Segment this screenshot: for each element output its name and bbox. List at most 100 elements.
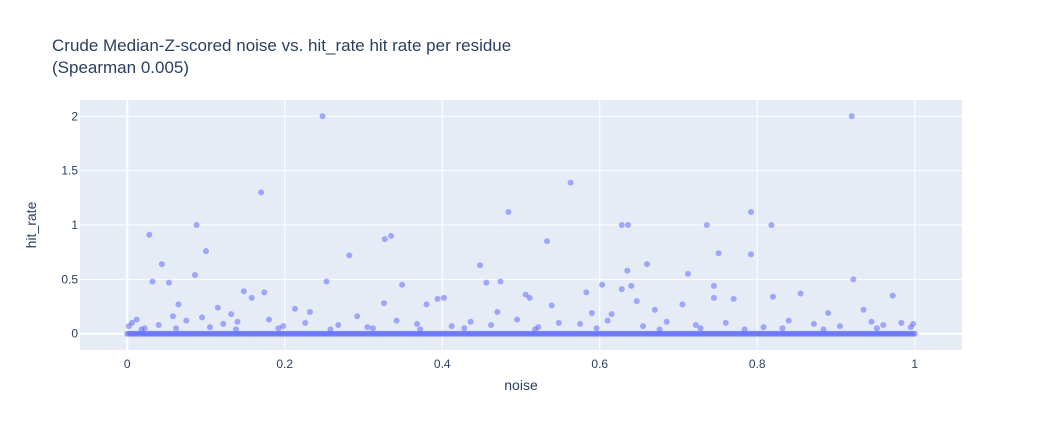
scatter-point xyxy=(715,250,722,257)
scatter-point xyxy=(220,320,227,327)
scatter-point xyxy=(266,316,272,323)
scatter-point xyxy=(214,304,221,311)
scatter-point xyxy=(624,267,631,274)
scatter-point xyxy=(640,323,647,330)
scatter-point xyxy=(692,322,699,328)
scatter-point xyxy=(747,251,754,258)
scatter-point xyxy=(633,298,640,305)
scatter-point xyxy=(836,323,843,330)
scatter-point xyxy=(158,261,165,268)
tick-labels: 0 0.2 0.4 0.6 0.8 1 0 0.5 1 1.5 2 xyxy=(61,109,918,371)
scatter-point xyxy=(880,322,887,328)
scatter-point xyxy=(526,294,533,301)
scatter-point xyxy=(644,261,650,268)
scatter-point xyxy=(169,313,176,320)
scatter-point xyxy=(873,325,880,332)
scatter-point xyxy=(593,325,600,332)
scatter-point xyxy=(810,320,817,327)
x-tick-label: 1 xyxy=(911,357,918,371)
scatter-point xyxy=(898,319,905,326)
scatter-point xyxy=(497,278,504,285)
scatter-point xyxy=(868,318,875,325)
scatter-point xyxy=(381,236,388,243)
scatter-point xyxy=(588,310,595,317)
scatter-point xyxy=(388,232,395,239)
scatter-point xyxy=(335,322,342,328)
scatter-point xyxy=(354,313,361,320)
chart-title: Crude Median-Z-scored noise vs. hit_rate… xyxy=(52,36,511,55)
scatter-point xyxy=(703,222,710,228)
x-tick-label: 0.2 xyxy=(276,357,293,371)
scatter-point xyxy=(770,293,776,300)
scatter-point xyxy=(710,294,717,301)
scatter-point xyxy=(825,310,832,317)
scatter-point xyxy=(173,325,180,332)
scatter-point xyxy=(149,278,156,285)
scatter-point xyxy=(548,302,555,309)
scatter-point xyxy=(234,318,241,325)
scatter-point xyxy=(461,325,468,332)
scatter-point xyxy=(199,314,206,321)
scatter-point xyxy=(651,306,658,313)
scatter-point xyxy=(193,222,200,228)
scatter-point xyxy=(258,189,265,196)
scatter-point xyxy=(889,292,896,299)
scatter-point xyxy=(768,222,775,228)
scatter-point xyxy=(494,308,501,315)
scatter-point xyxy=(291,305,298,312)
scatter-point xyxy=(604,317,611,324)
scatter-point xyxy=(608,311,615,318)
scatter-point xyxy=(240,288,247,295)
scatter-point xyxy=(369,325,376,332)
scatter-point xyxy=(583,289,590,296)
x-axis-label: noise xyxy=(504,377,538,393)
scatter-point xyxy=(183,317,190,324)
scatter-point xyxy=(663,318,670,325)
scatter-point xyxy=(440,294,447,301)
scatter-point xyxy=(722,319,729,326)
scatter-point xyxy=(488,322,495,328)
scatter-point xyxy=(128,319,135,326)
scatter-point xyxy=(785,317,792,324)
scatter-point xyxy=(155,322,162,328)
scatter-point xyxy=(280,323,287,330)
scatter-point xyxy=(302,319,309,326)
scatter-point xyxy=(730,295,737,302)
scatter-point xyxy=(679,301,686,308)
scatter-point xyxy=(697,325,704,332)
scatter-point xyxy=(175,301,182,308)
y-tick-label: 1 xyxy=(71,218,78,232)
scatter-point xyxy=(477,262,484,269)
scatter-point xyxy=(505,208,512,215)
chart-subtitle: (Spearman 0.005) xyxy=(52,58,189,77)
scatter-point xyxy=(848,113,855,120)
scatter-point xyxy=(275,325,282,332)
scatter-point xyxy=(543,238,550,245)
scatter-point xyxy=(380,300,387,307)
scatter-point xyxy=(599,281,606,288)
scatter-point xyxy=(434,295,441,302)
x-tick-label: 0.4 xyxy=(434,357,451,371)
x-tick-label: 0.6 xyxy=(591,357,608,371)
scatter-point xyxy=(911,330,918,337)
scatter-point xyxy=(522,291,529,298)
y-axis-label: hit_rate xyxy=(23,201,39,248)
x-tick-label: 0.8 xyxy=(749,357,766,371)
scatter-point xyxy=(860,306,867,313)
scatter-point xyxy=(797,290,804,297)
scatter-point xyxy=(323,278,330,285)
scatter-point xyxy=(248,294,255,301)
y-tick-label: 1.5 xyxy=(61,164,78,178)
scatter-point xyxy=(146,231,153,238)
scatter-point xyxy=(203,248,209,255)
scatter-point xyxy=(628,282,635,289)
y-tick-label: 2 xyxy=(71,109,78,123)
scatter-point xyxy=(423,301,430,308)
x-tick-label: 0 xyxy=(124,357,131,371)
scatter-point xyxy=(261,289,268,296)
scatter-point xyxy=(555,319,562,326)
scatter-point xyxy=(206,324,213,331)
scatter-point xyxy=(228,311,235,318)
scatter-point xyxy=(618,286,625,293)
